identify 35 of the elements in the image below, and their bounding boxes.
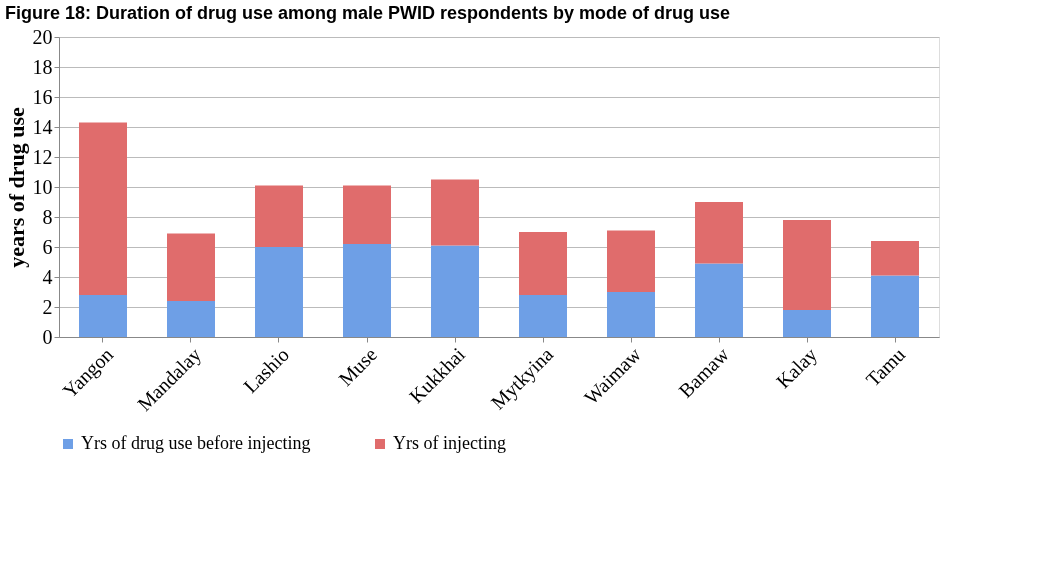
bar: [607, 292, 655, 337]
bar: [79, 295, 127, 337]
bar: [431, 179, 479, 246]
bar: [167, 301, 215, 337]
y-tick-label: 14: [32, 115, 53, 138]
y-tick-label: 10: [32, 175, 53, 198]
y-tick-label: 20: [32, 25, 53, 48]
bar: [695, 263, 743, 337]
bar: [695, 202, 743, 264]
bar: [79, 122, 127, 295]
bar: [431, 245, 479, 337]
chart-title: Figure 18: Duration of drug use among male PWID respondents by mode of drug use: [5, 3, 731, 23]
bar: [519, 232, 567, 295]
y-tick-label: 4: [42, 265, 53, 288]
bar: [783, 310, 831, 337]
bar: [871, 275, 919, 337]
bar: [255, 185, 303, 247]
y-tick-label: 18: [32, 55, 53, 78]
y-tick-label: 6: [42, 235, 53, 258]
bar: [343, 185, 391, 244]
bar: [343, 244, 391, 337]
bar: [255, 247, 303, 337]
y-tick-label: 16: [32, 85, 53, 108]
y-tick-label: 0: [42, 325, 53, 348]
legend-label: Yrs of injecting: [393, 433, 506, 453]
y-tick-label: 2: [42, 295, 53, 318]
y-tick-label: 12: [32, 145, 53, 168]
legend-label: Yrs of drug use before injecting: [81, 433, 311, 453]
y-axis-title: years of drug use: [3, 106, 29, 268]
bar: [783, 220, 831, 310]
bar: [519, 295, 567, 337]
bar: [871, 241, 919, 276]
y-tick-label: 8: [42, 205, 53, 228]
bar: [607, 230, 655, 292]
bar: [167, 233, 215, 301]
